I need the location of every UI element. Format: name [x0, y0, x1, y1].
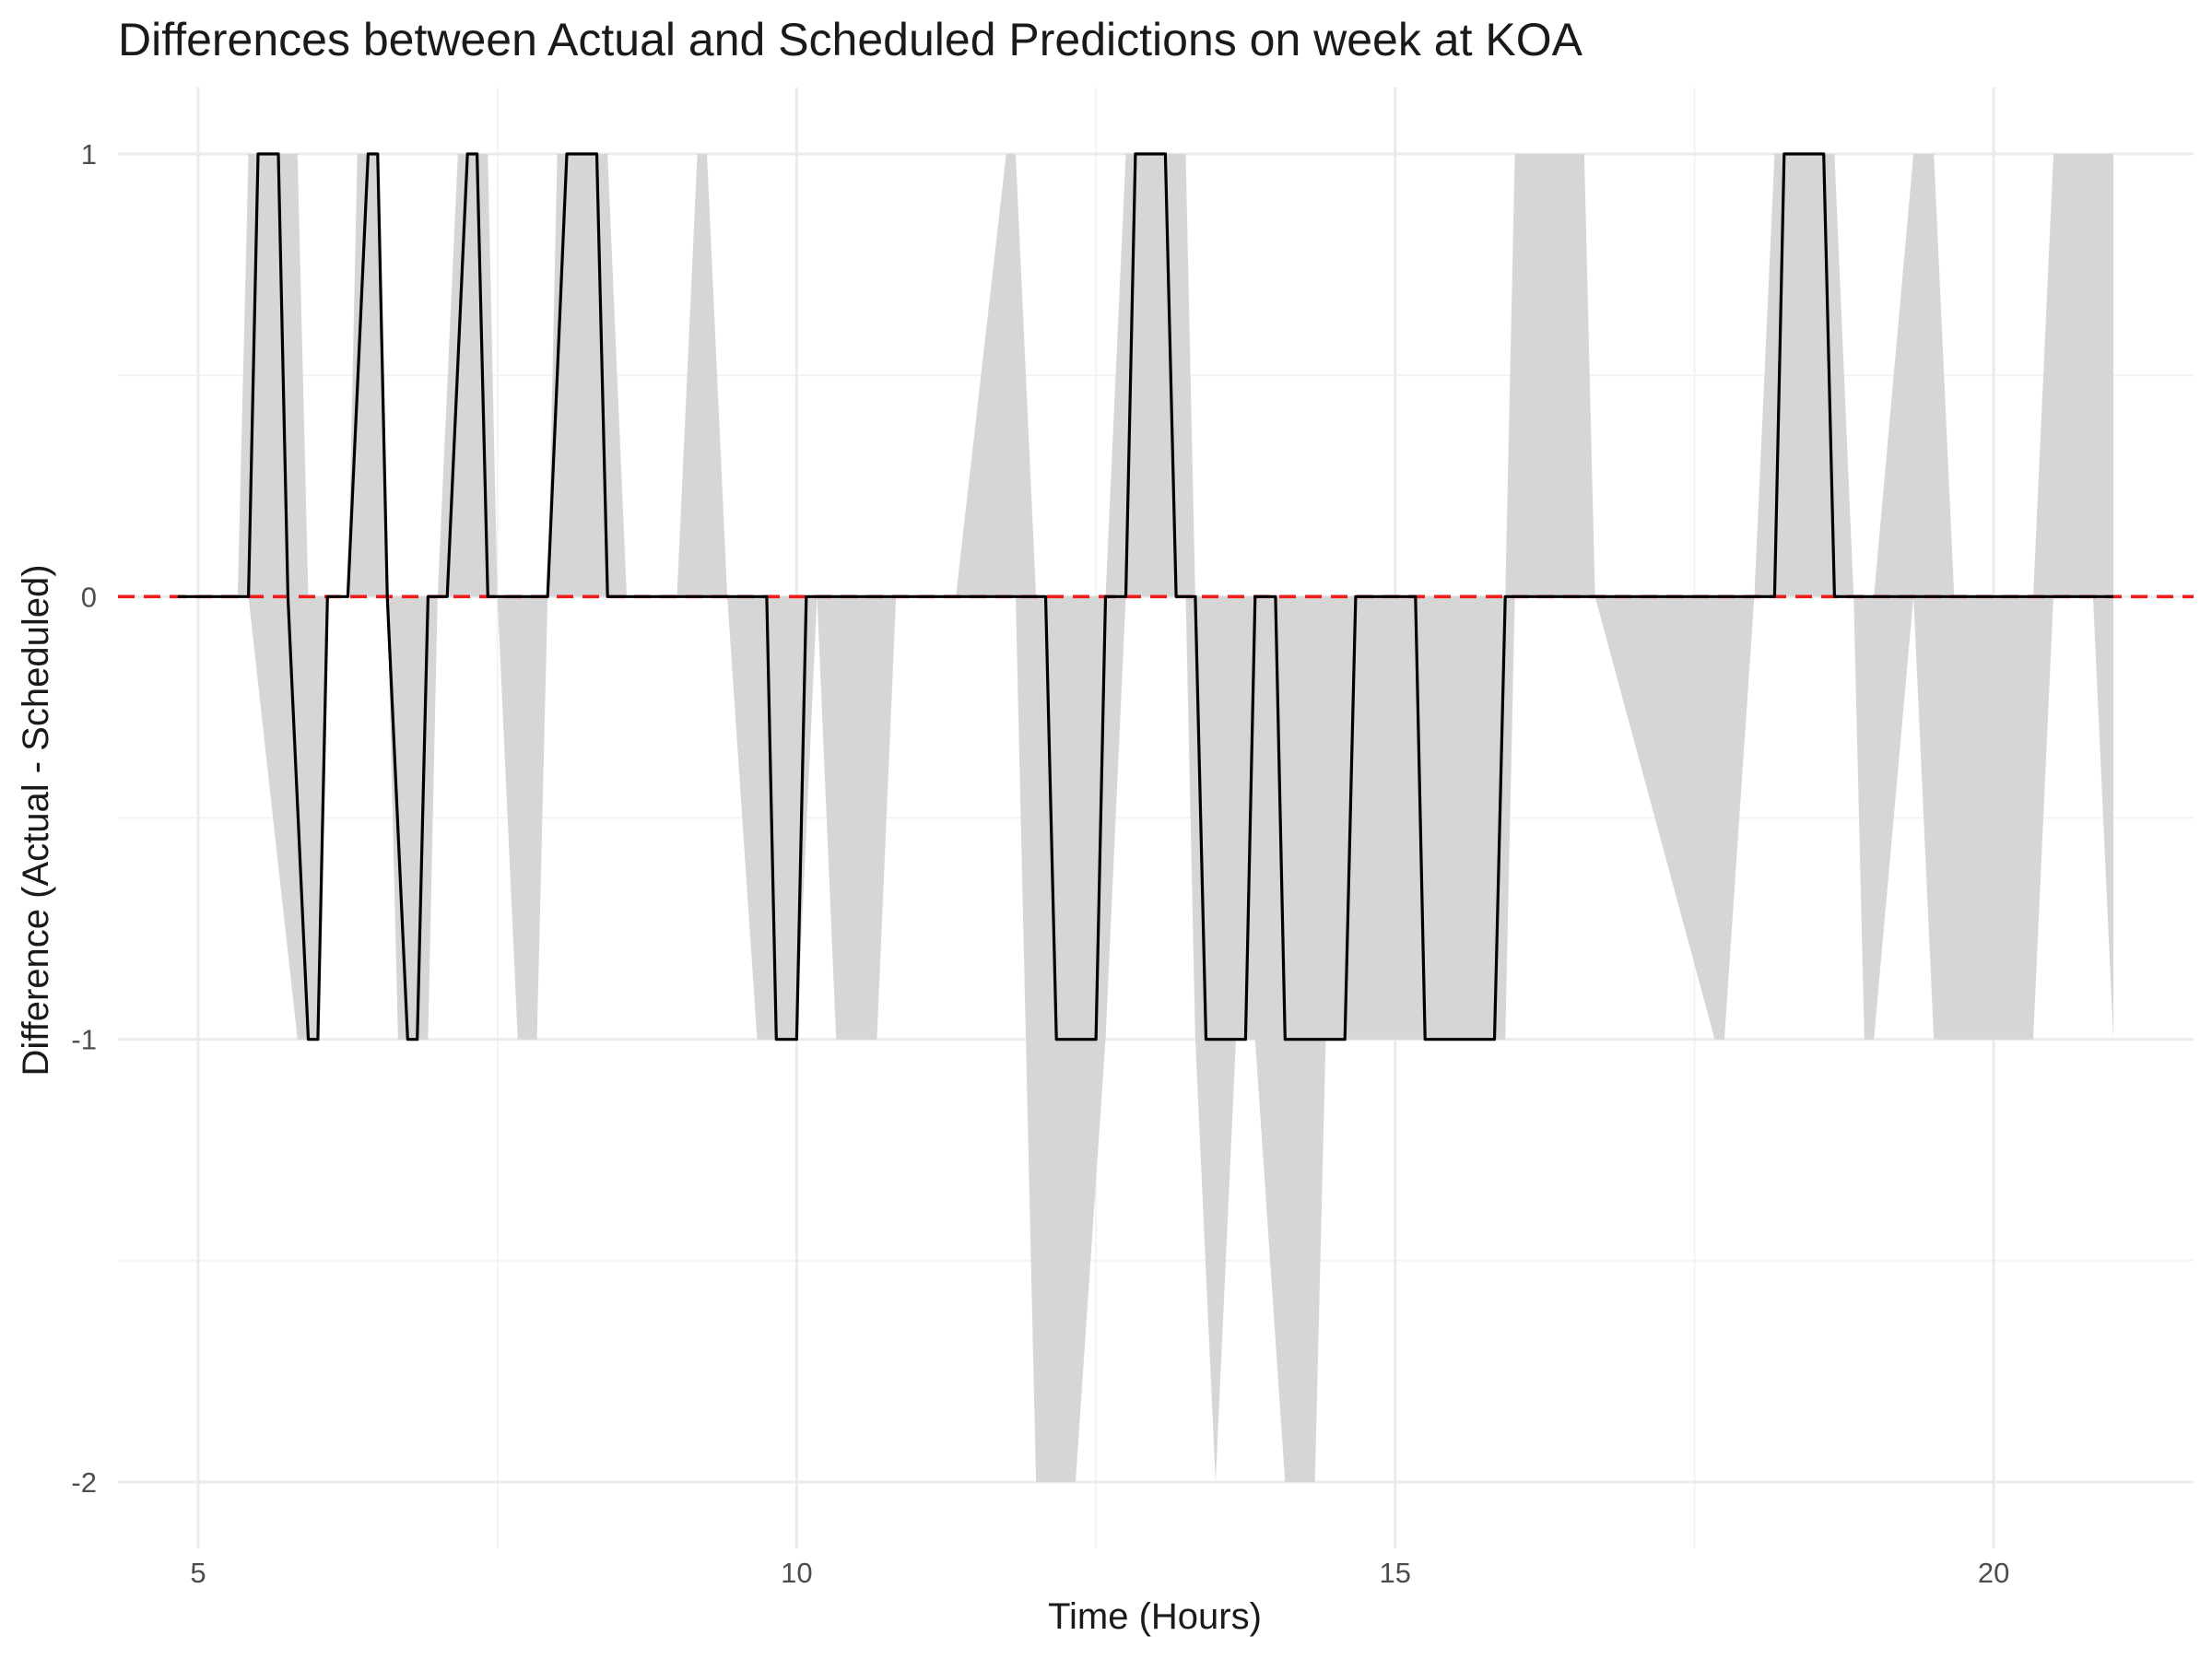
x-tick-label: 5 — [190, 1557, 206, 1589]
y-tick-label: 1 — [81, 138, 97, 171]
x-tick-label: 20 — [1978, 1557, 2009, 1589]
y-tick-label: -1 — [71, 1024, 97, 1056]
x-tick-label: 10 — [781, 1557, 812, 1589]
x-tick-label: 15 — [1380, 1557, 1411, 1589]
series-line — [177, 152, 2113, 1041]
y-axis-tick-labels: 1 0 -1 -2 — [71, 138, 97, 1499]
difference-range-band — [237, 154, 2113, 1482]
chart-title: Differences between Actual and Scheduled… — [118, 14, 1583, 65]
x-axis-title: Time (Hours) — [1048, 1596, 1262, 1637]
y-axis-title: Difference (Actual - Scheduled) — [16, 564, 56, 1076]
band-area — [237, 154, 2113, 1482]
y-tick-label: -2 — [71, 1466, 97, 1499]
x-axis-tick-labels: 5 10 15 20 — [190, 1557, 2009, 1589]
difference-series — [177, 152, 2113, 1041]
y-tick-label: 0 — [81, 581, 97, 613]
